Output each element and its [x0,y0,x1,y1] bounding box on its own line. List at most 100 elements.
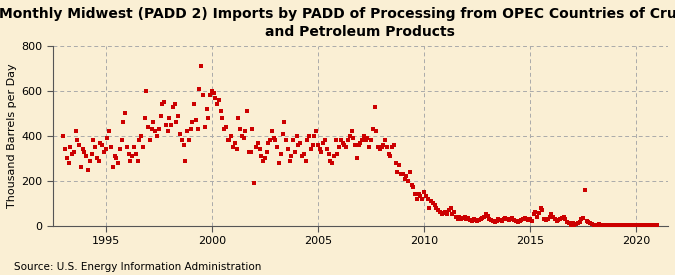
Point [597,223,608,227]
Point [369,104,380,109]
Point [551,219,562,223]
Point [410,192,421,196]
Point [526,219,537,223]
Point [509,218,520,222]
Point [130,152,141,156]
Point [113,161,124,165]
Point [164,116,175,120]
Point [68,149,79,154]
Point [92,156,103,161]
Point [70,129,81,134]
Point [201,107,212,111]
Point [589,222,599,227]
Point [401,174,412,178]
Point [272,145,283,149]
Point [286,154,297,158]
Point [107,165,118,169]
Point [632,223,643,227]
Point [564,221,574,226]
Point [574,220,585,224]
Point [447,212,458,217]
Point [138,145,148,149]
Point [101,147,111,152]
Point [105,145,116,149]
Point [180,158,190,163]
Point [436,212,447,217]
Point [606,223,617,227]
Point [348,136,358,140]
Point [413,192,424,196]
Point [535,205,546,210]
Point [219,127,230,131]
Point [440,210,451,214]
Point [335,138,346,142]
Point [79,149,90,154]
Point [631,223,642,228]
Point [426,199,437,203]
Text: Source: U.S. Energy Information Administration: Source: U.S. Energy Information Administ… [14,262,261,272]
Point [599,223,610,227]
Point [510,219,521,223]
Point [383,152,394,156]
Point [498,217,509,221]
Point [520,216,531,220]
Point [316,149,327,154]
Point [76,165,86,169]
Point [537,208,548,212]
Point [560,217,571,221]
Point [185,127,196,131]
Point [493,217,504,221]
Point [279,120,290,125]
Point [636,223,647,227]
Point [472,219,483,223]
Point [484,217,495,221]
Point [344,134,355,138]
Point [375,147,385,152]
Point [212,102,223,107]
Point [296,154,307,158]
Point [387,145,398,149]
Point [187,120,198,125]
Point [608,223,618,227]
Point [169,102,180,107]
Point [122,145,132,149]
Point [475,217,486,221]
Point [641,223,652,227]
Point [466,219,477,223]
Point [261,149,272,154]
Point [270,138,281,142]
Point [570,222,581,226]
Point [464,218,475,222]
Point [555,217,566,221]
Point [157,102,167,107]
Point [627,223,638,228]
Point [541,218,551,222]
Point [67,152,78,156]
Point [612,223,622,227]
Point [356,138,367,142]
Point [381,145,392,149]
Point [221,125,232,129]
Point [595,222,606,227]
Point [558,214,569,219]
Point [104,129,115,134]
Point [512,220,523,224]
Point [610,223,620,227]
Point [524,217,535,221]
Point [615,223,626,227]
Point [173,114,184,118]
Point [323,152,334,156]
Point [622,223,632,227]
Point [84,158,95,163]
Point [352,156,362,161]
Point [338,140,348,145]
Point [178,143,189,147]
Point [629,223,640,228]
Point [81,154,92,158]
Point [250,145,261,149]
Point [489,220,500,224]
Point [578,216,589,220]
Point [148,120,159,125]
Point [111,156,122,161]
Point [360,138,371,142]
